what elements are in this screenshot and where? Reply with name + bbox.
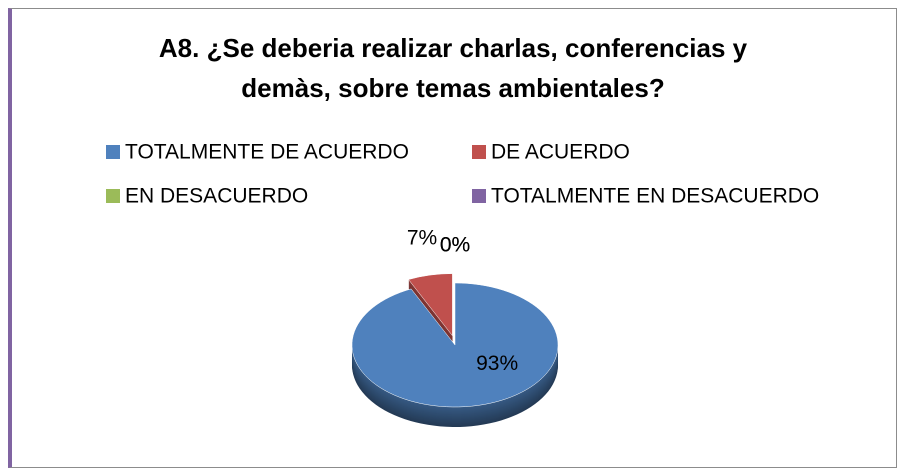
slice (351, 282, 559, 408)
chart-title: A8. ¿Se deberia realizar charlas, confer… (158, 33, 748, 103)
legend-swatch (106, 189, 120, 203)
data-label: 0% (440, 233, 470, 256)
legend-swatch (106, 145, 120, 159)
legend-swatch (472, 189, 486, 203)
legend-label: EN DESACUERDO (125, 185, 308, 208)
legend-label: TOTALMENTE DE ACUERDO (125, 141, 409, 164)
legend-swatch (472, 145, 486, 159)
legend-label: DE ACUERDO (491, 141, 630, 164)
data-label: 93% (476, 352, 518, 375)
slice (408, 273, 453, 337)
data-label: 7% (407, 226, 437, 249)
data-label: 0% (440, 233, 470, 256)
legend-label: TOTALMENTE EN DESACUERDO (491, 185, 819, 208)
